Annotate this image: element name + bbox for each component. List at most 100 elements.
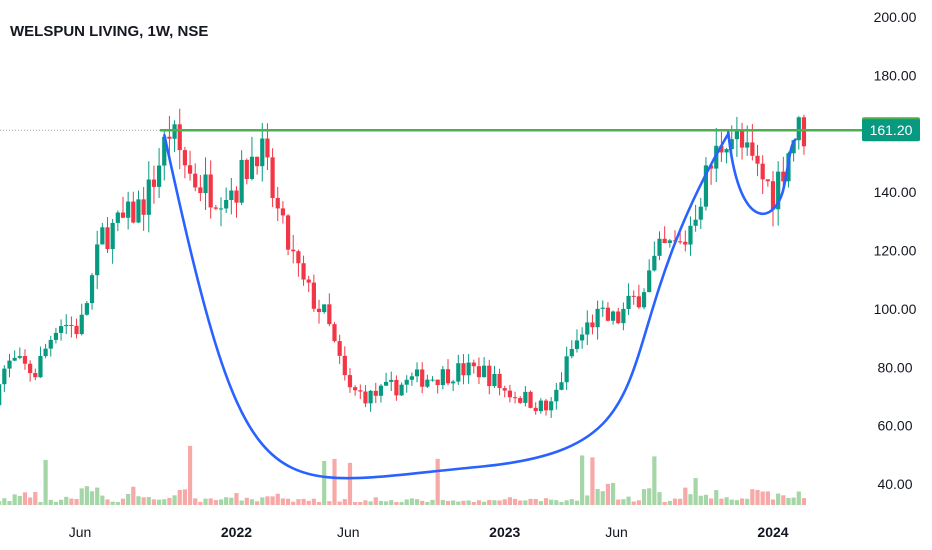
candle-body <box>291 249 296 252</box>
candle-body <box>605 307 611 321</box>
candle-body <box>543 400 549 411</box>
volume-bar <box>688 494 693 505</box>
candle-body <box>296 251 301 264</box>
candle-body <box>244 159 249 179</box>
candle-body <box>595 308 600 328</box>
chart-title: WELSPUN LIVING, 1W, NSE <box>10 23 208 40</box>
volume-bar <box>115 502 120 505</box>
candle-body <box>17 356 22 358</box>
candle-layer <box>0 108 807 418</box>
volume-bar <box>151 499 157 505</box>
price-badge: 161.20 <box>862 119 920 142</box>
x-tick-label: Jun <box>605 524 628 540</box>
candle-body <box>703 165 709 207</box>
volume-bar <box>621 499 626 505</box>
candle-body <box>368 390 373 404</box>
candle-body <box>229 190 234 201</box>
candle-body <box>502 388 507 391</box>
volume-bar <box>652 456 657 505</box>
candle-body <box>48 339 53 349</box>
candle-body <box>801 117 807 147</box>
volume-bar <box>739 498 745 505</box>
volume-bar <box>796 491 801 505</box>
volume-bar <box>12 494 17 505</box>
candle-body <box>332 324 337 342</box>
volume-layer <box>0 445 807 505</box>
candle-body <box>198 187 203 194</box>
candle-body <box>600 307 605 309</box>
volume-bar <box>95 487 100 505</box>
candle-body <box>456 363 461 382</box>
candle-body <box>533 407 538 412</box>
volume-bar <box>383 501 389 505</box>
candle-body <box>739 131 745 148</box>
volume-bar <box>126 493 131 505</box>
candle-body <box>683 241 688 245</box>
volume-bar <box>399 502 404 505</box>
volume-bar <box>84 486 89 505</box>
candle-body <box>0 384 2 406</box>
volume-bar <box>244 497 249 505</box>
candle-body <box>559 382 564 390</box>
candle-body <box>667 240 672 244</box>
volume-bar <box>0 501 2 505</box>
candle-body <box>425 379 430 387</box>
volume-bar <box>296 499 301 505</box>
volume-bar <box>745 498 750 505</box>
candle-body <box>414 369 420 377</box>
candle-body <box>353 387 358 391</box>
candle-body <box>280 208 286 216</box>
volume-bar <box>631 501 636 505</box>
volume-bar <box>141 497 146 505</box>
candle-body <box>100 227 105 245</box>
volume-bar <box>471 502 476 505</box>
volume-bar <box>755 489 760 505</box>
candle-body <box>74 325 79 335</box>
volume-bar <box>100 495 105 505</box>
volume-bar <box>600 491 605 505</box>
volume-bar <box>476 500 482 505</box>
y-tick-label: 60.00 <box>877 418 912 434</box>
volume-bar <box>64 496 69 505</box>
volume-bar <box>678 498 683 505</box>
candle-body <box>311 282 316 309</box>
volume-bar <box>564 500 569 505</box>
volume-bar <box>719 498 724 505</box>
volume-bar <box>538 501 543 505</box>
volume-bar <box>528 498 533 505</box>
volume-bar <box>368 501 373 505</box>
volume-bar <box>229 497 234 505</box>
volume-bar <box>327 501 332 505</box>
candle-body <box>69 324 74 326</box>
candle-body <box>22 356 28 364</box>
volume-bar <box>662 502 667 505</box>
volume-bar <box>260 497 265 505</box>
volume-bar <box>234 493 239 505</box>
y-tick-label: 140.00 <box>874 184 917 200</box>
volume-bar <box>182 489 187 505</box>
volume-bar <box>791 497 796 505</box>
volume-bar <box>734 500 739 505</box>
volume-bar <box>667 500 672 505</box>
volume-bar <box>724 497 729 505</box>
volume-bar <box>435 458 440 505</box>
volume-bar <box>729 499 734 505</box>
candle-body <box>404 379 409 385</box>
candle-body <box>115 212 120 223</box>
volume-bar <box>708 498 714 505</box>
candle-body <box>301 263 306 280</box>
candle-body <box>187 165 193 174</box>
candle-body <box>167 136 172 139</box>
candle-body <box>770 181 776 210</box>
candle-body <box>507 390 513 398</box>
candle-body <box>120 212 126 218</box>
candle-body <box>249 156 255 179</box>
candle-body <box>409 376 414 380</box>
volume-bar <box>404 499 409 505</box>
candle-body <box>430 379 435 381</box>
candle-body <box>28 363 33 374</box>
candle-body <box>461 363 466 376</box>
volume-bar <box>409 498 414 505</box>
candle-body <box>492 373 497 387</box>
candle-body <box>7 360 12 369</box>
